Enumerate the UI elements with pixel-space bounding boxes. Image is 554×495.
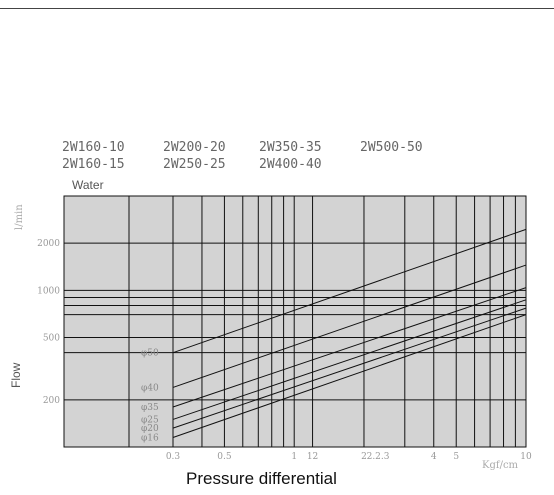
- x-tick-label: 2.2.3: [367, 452, 390, 462]
- model-label: 2W160-15: [62, 157, 125, 172]
- x-tick-labels: 0.3 0.5 1 12 2 2.2.3 4 5 10: [166, 452, 532, 462]
- series-line: [172, 307, 527, 429]
- x-tick-label: 12: [307, 452, 318, 462]
- series-line: [172, 287, 527, 408]
- x-unit: Kgf/cm: [482, 460, 519, 471]
- y-tick-label: 2000: [37, 239, 60, 249]
- y-axis-title: Flow: [9, 362, 23, 388]
- series-line: [172, 299, 527, 420]
- series-line: [172, 264, 527, 388]
- y-tick-label: 200: [43, 396, 60, 406]
- y-tick-label: 500: [43, 333, 60, 343]
- x-tick-label: 0.5: [217, 452, 232, 462]
- x-tick-label: 10: [520, 452, 532, 462]
- fluid-label: Water: [72, 178, 104, 192]
- x-tick-label: 1: [291, 452, 297, 462]
- series-label: φ20: [141, 424, 159, 434]
- model-label: 2W160-10: [62, 140, 125, 155]
- y-tick-labels: 2000 1000 500 200: [37, 239, 60, 406]
- series-label: φ40: [141, 383, 159, 393]
- model-label: 2W200-20: [163, 140, 226, 155]
- model-label: 2W400-40: [259, 157, 322, 172]
- x-tick-label: 2: [361, 452, 367, 462]
- model-label: 2W350-35: [259, 140, 322, 155]
- plot-area: [63, 195, 527, 448]
- grid-lines: [64, 195, 527, 448]
- x-tick-label: 0.3: [166, 452, 181, 462]
- series-label: φ16: [141, 433, 159, 443]
- top-divider: [0, 8, 554, 9]
- series-label: φ25: [141, 415, 159, 425]
- x-tick-label: 4: [431, 452, 437, 462]
- x-tick-label: 5: [453, 452, 459, 462]
- series-line: [172, 228, 527, 354]
- y-unit: l/min: [14, 204, 25, 230]
- x-axis-title: Pressure differential: [186, 469, 337, 488]
- model-label: 2W500-50: [360, 140, 423, 155]
- series-lines: [172, 228, 527, 438]
- series-label: φ50: [141, 349, 159, 359]
- model-list: 2W160-10 2W200-20 2W350-35 2W500-50 2W16…: [62, 140, 423, 172]
- y-tick-label: 1000: [37, 286, 60, 296]
- model-label: 2W250-25: [163, 157, 226, 172]
- series-line: [172, 314, 527, 438]
- series-label: φ35: [141, 403, 159, 413]
